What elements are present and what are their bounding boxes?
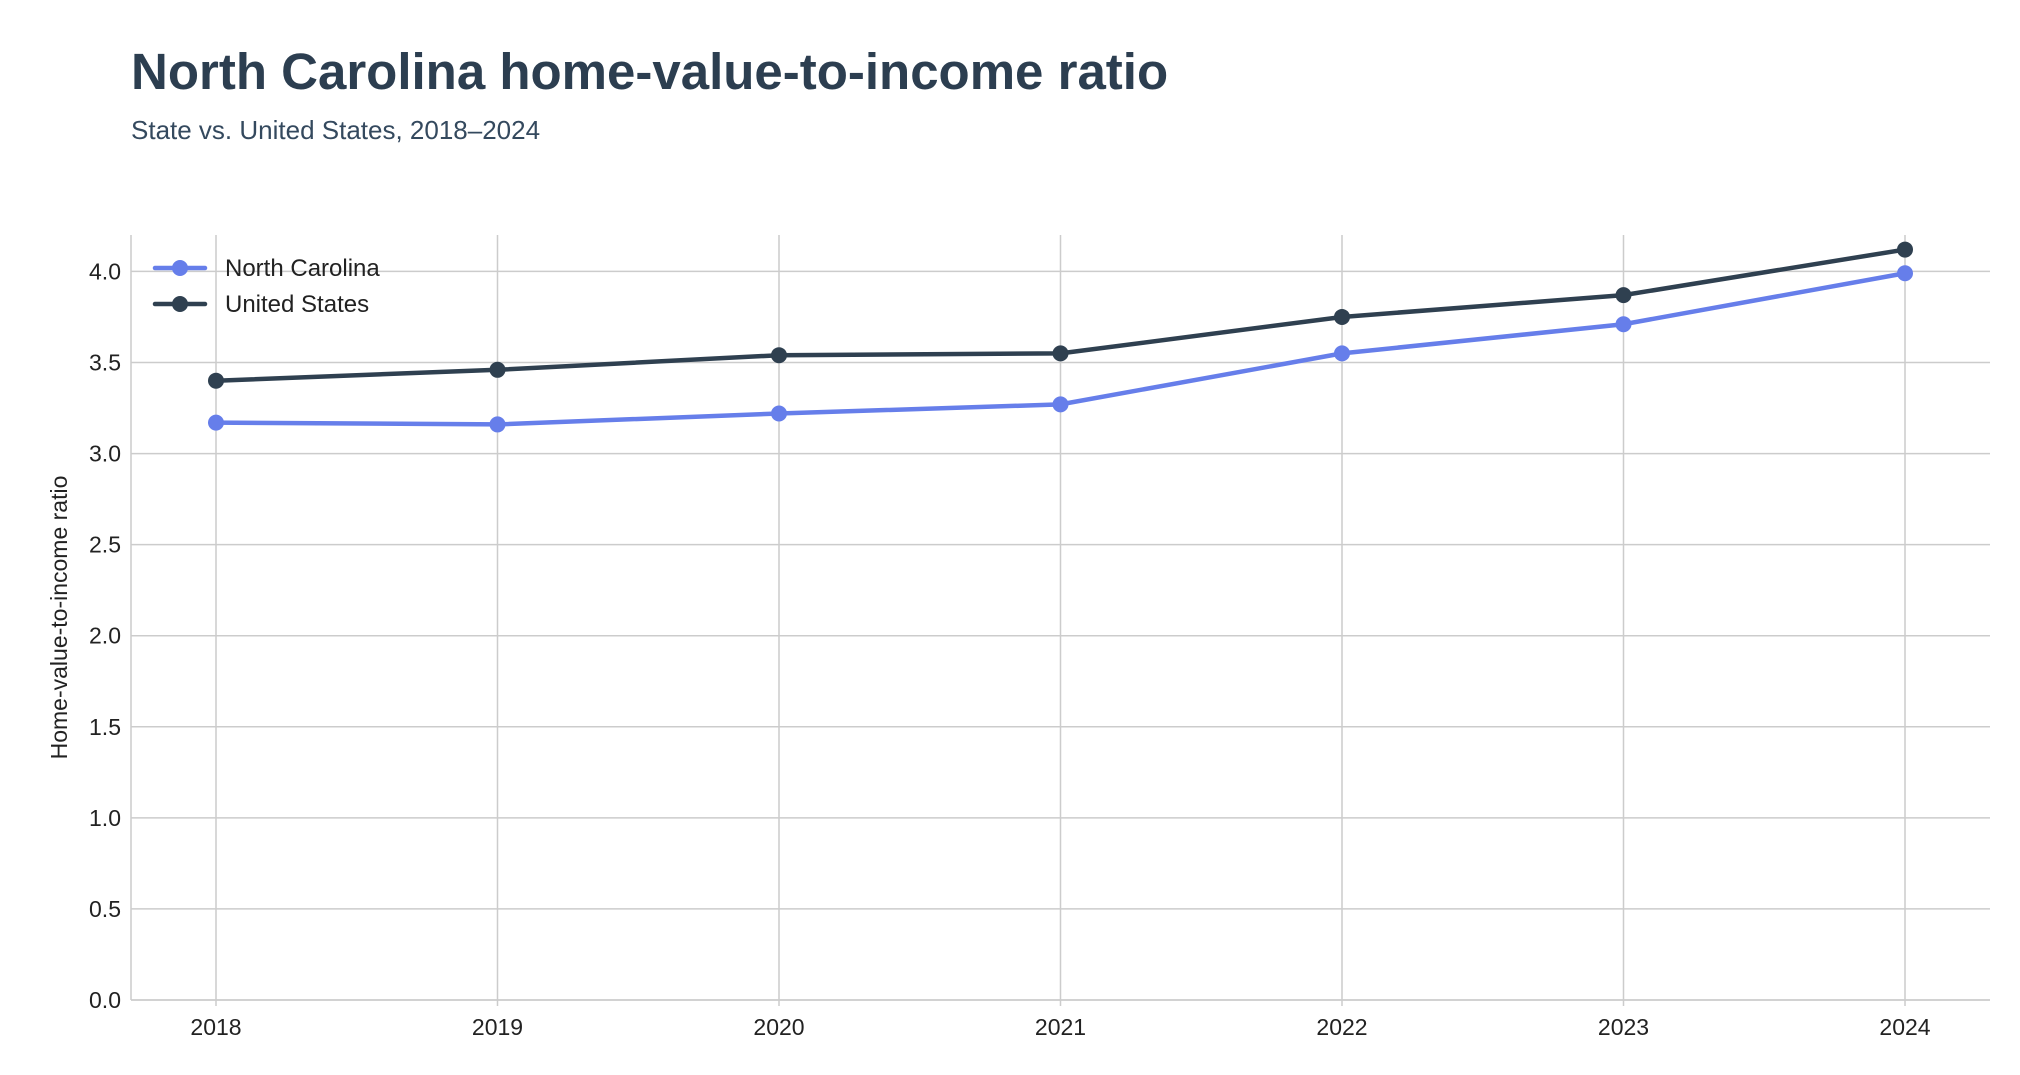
y-axis-title: Home-value-to-income ratio <box>46 476 72 760</box>
legend-item-united-states: United States <box>152 291 369 318</box>
x-tick-label: 2023 <box>1598 1014 1649 1040</box>
data-point-united-states <box>1052 345 1069 362</box>
y-tick-label: 3.5 <box>89 350 121 376</box>
legend-swatch-marker <box>172 260 188 276</box>
series <box>208 241 1913 433</box>
y-tick-label: 2.5 <box>89 532 121 558</box>
y-tick-label: 1.0 <box>89 805 121 831</box>
y-tick-label: 0.5 <box>89 896 121 922</box>
y-tick-label: 0.0 <box>89 987 121 1013</box>
data-point-united-states <box>771 347 787 364</box>
y-tick-label: 3.0 <box>89 441 121 467</box>
chart-title: North Carolina home-value-to-income rati… <box>131 43 1169 100</box>
x-tick-label: 2021 <box>1035 1014 1086 1040</box>
data-point-north-carolina <box>771 405 787 422</box>
data-point-united-states <box>1334 308 1350 325</box>
data-point-north-carolina <box>1334 345 1350 362</box>
legend-label: United States <box>225 291 369 318</box>
series-north-carolina <box>208 265 1913 433</box>
x-tick-label: 2022 <box>1316 1014 1367 1040</box>
axes <box>130 235 1990 1006</box>
legend-item-north-carolina: North Carolina <box>152 255 380 282</box>
x-tick-labels: 2018 2019 2020 2021 2022 2023 2024 <box>190 1014 1930 1040</box>
data-point-united-states <box>1897 241 1913 258</box>
y-tick-label: 4.0 <box>89 258 121 284</box>
data-point-united-states <box>489 361 506 378</box>
y-tick-label: 1.5 <box>89 714 121 740</box>
legend-swatch-marker <box>172 296 188 312</box>
series-united-states <box>208 241 1913 389</box>
legend: North Carolina United States <box>152 255 380 318</box>
data-point-north-carolina <box>1615 316 1632 333</box>
data-point-united-states <box>1615 287 1632 304</box>
data-point-north-carolina <box>208 414 224 431</box>
data-point-north-carolina <box>489 416 506 433</box>
data-point-north-carolina <box>1897 265 1913 282</box>
grid <box>131 235 1990 1001</box>
chart-subtitle: State vs. United States, 2018–2024 <box>131 115 541 145</box>
data-point-north-carolina <box>1052 396 1069 413</box>
legend-label: North Carolina <box>225 255 380 282</box>
y-tick-labels: 0.0 0.5 1.0 1.5 2.0 2.5 3.0 3.5 4.0 <box>89 258 121 1013</box>
x-tick-label: 2019 <box>472 1014 523 1040</box>
data-point-united-states <box>208 372 224 389</box>
y-tick-label: 2.0 <box>89 623 121 649</box>
x-tick-label: 2018 <box>190 1014 241 1040</box>
x-tick-label: 2020 <box>753 1014 804 1040</box>
x-tick-label: 2024 <box>1879 1014 1930 1040</box>
